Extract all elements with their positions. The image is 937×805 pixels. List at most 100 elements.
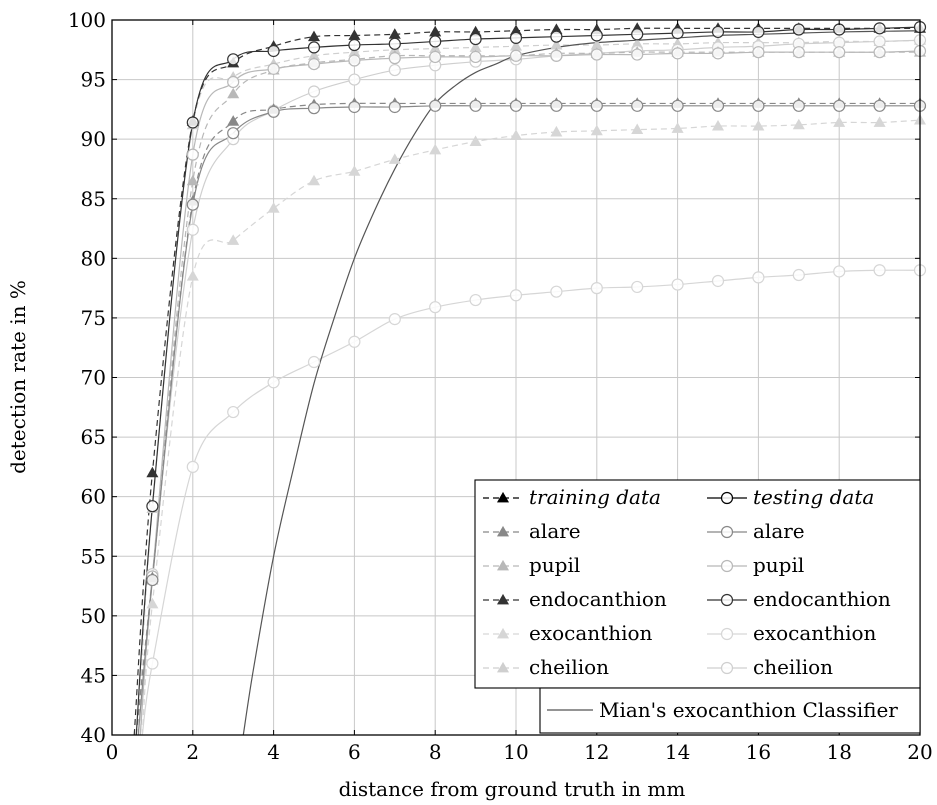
series-line-testing-exocanthion — [141, 269, 921, 735]
point-testing-exocanthion — [146, 657, 159, 670]
point-testing-cheilion — [348, 73, 361, 86]
point-training-exocanthion — [429, 143, 442, 155]
point-training-exocanthion — [469, 135, 482, 146]
point-testing-alare — [348, 100, 361, 114]
legend-label: training data — [529, 485, 661, 509]
point-testing-pupil — [711, 47, 725, 60]
point-testing-alare — [388, 100, 401, 114]
point-testing-endocanthion — [833, 23, 846, 36]
x-tick-label: 4 — [267, 740, 280, 764]
x-tick-label: 20 — [907, 740, 932, 764]
point-testing-pupil — [792, 46, 805, 59]
point-testing-pupil — [186, 148, 199, 161]
point-testing-cheilion — [307, 85, 321, 98]
legend-swatch-marker — [496, 525, 510, 537]
point-testing-exocanthion — [186, 460, 199, 473]
point-testing-exocanthion — [509, 289, 523, 302]
legend-swatch-marker — [496, 593, 510, 605]
legend-label: alare — [753, 519, 805, 543]
legend-label: exocanthion — [529, 621, 653, 645]
legend-label: testing data — [753, 485, 874, 509]
point-testing-exocanthion — [873, 264, 886, 277]
x-axis-label: distance from ground truth in mm — [339, 777, 686, 801]
x-tick-label: 8 — [429, 740, 442, 764]
legend-swatch-marker — [496, 559, 510, 571]
legend-swatch-marker — [496, 627, 510, 639]
point-training-exocanthion — [631, 123, 644, 135]
y-tick-label: 100 — [68, 8, 106, 32]
point-training-exocanthion — [227, 234, 240, 245]
point-testing-alare — [711, 99, 725, 112]
point-testing-alare — [833, 99, 846, 112]
y-tick-label: 45 — [81, 663, 106, 687]
point-testing-cheilion — [186, 223, 199, 236]
point-training-exocanthion — [307, 174, 321, 186]
y-tick-label: 40 — [81, 723, 106, 747]
point-testing-alare — [267, 105, 280, 118]
point-testing-exocanthion — [388, 313, 401, 326]
point-training-exocanthion — [550, 125, 563, 137]
point-testing-endocanthion — [631, 28, 644, 41]
point-testing-alare — [590, 99, 603, 112]
point-testing-alare — [186, 198, 199, 211]
legend-label: cheilion — [529, 655, 609, 679]
y-tick-label: 80 — [81, 246, 106, 270]
x-tick-label: 18 — [826, 740, 851, 764]
point-testing-pupil — [227, 75, 240, 89]
x-tick-label: 0 — [106, 740, 119, 764]
markers-layer — [146, 21, 927, 670]
point-training-exocanthion — [348, 165, 361, 176]
point-testing-endocanthion — [509, 31, 523, 44]
point-testing-pupil — [550, 49, 563, 62]
y-tick-label: 95 — [81, 68, 106, 92]
point-testing-pupil — [348, 54, 361, 67]
legend-label: cheilion — [753, 655, 833, 679]
point-testing-alare — [671, 99, 684, 112]
legend-label: pupil — [529, 553, 580, 577]
point-testing-endocanthion — [429, 35, 442, 48]
legend-swatch-marker — [720, 525, 734, 539]
point-training-exocanthion — [833, 116, 846, 127]
point-testing-pupil — [671, 47, 684, 60]
legend-label: Mian's exocanthion Classifier — [599, 698, 898, 722]
x-tick-label: 16 — [746, 740, 771, 764]
point-testing-exocanthion — [711, 274, 725, 288]
point-testing-cheilion — [388, 63, 401, 77]
point-testing-exocanthion — [671, 278, 684, 291]
point-testing-endocanthion — [792, 23, 805, 36]
legend-swatch-marker — [720, 661, 734, 675]
point-testing-exocanthion — [752, 271, 765, 284]
legend-label: endocanthion — [753, 587, 891, 611]
y-tick-label: 85 — [81, 187, 106, 211]
x-tick-label: 2 — [186, 740, 199, 764]
point-testing-alare — [307, 102, 321, 115]
point-testing-pupil — [469, 50, 482, 64]
x-tick-label: 12 — [584, 740, 609, 764]
y-tick-label: 50 — [81, 604, 106, 628]
point-testing-alare — [752, 99, 765, 112]
point-training-exocanthion — [792, 118, 805, 130]
point-training-exocanthion — [186, 270, 199, 281]
legend-swatch-marker — [720, 593, 734, 607]
point-training-exocanthion — [671, 122, 684, 133]
point-training-pupil — [227, 87, 240, 99]
point-testing-exocanthion — [267, 376, 280, 389]
point-testing-endocanthion — [711, 25, 725, 39]
point-testing-alare — [550, 99, 563, 112]
point-testing-endocanthion — [873, 22, 886, 35]
point-testing-alare — [792, 99, 805, 112]
point-training-exocanthion — [388, 153, 401, 164]
point-testing-alare — [146, 573, 159, 587]
point-testing-alare — [509, 99, 523, 112]
point-training-pupil — [186, 174, 199, 186]
legend-swatch-marker — [496, 661, 510, 673]
point-testing-alare — [631, 99, 644, 112]
point-testing-exocanthion — [833, 265, 846, 278]
point-testing-pupil — [631, 48, 644, 61]
point-testing-endocanthion — [307, 41, 321, 54]
point-training-exocanthion — [146, 597, 159, 609]
point-testing-alare — [469, 99, 482, 112]
y-tick-label: 65 — [81, 425, 106, 449]
point-testing-alare — [429, 99, 442, 112]
point-testing-pupil — [509, 49, 523, 62]
